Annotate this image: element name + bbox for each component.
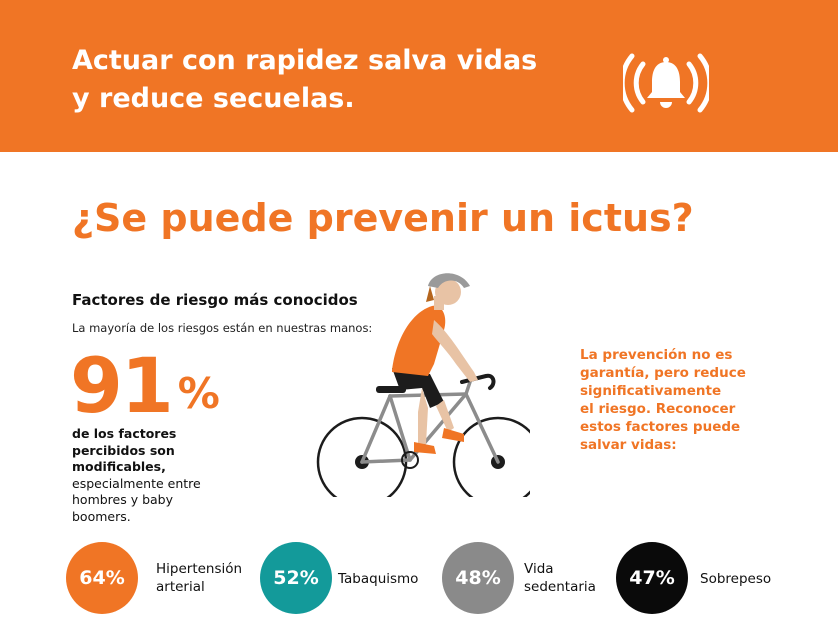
stat-label: Hipertensión arterial bbox=[156, 560, 242, 596]
stat-circle: 47% bbox=[616, 542, 688, 614]
factor-line-2: percibidos son bbox=[72, 442, 175, 458]
stat-label-line-1: Vida bbox=[524, 561, 554, 577]
banner-title-line-2: y reduce secuelas. bbox=[72, 83, 355, 114]
factor-description: de los factores percibidos son modificab… bbox=[72, 426, 242, 525]
stat-label-line-1: Hipertensión bbox=[156, 561, 243, 577]
stat-label: Vida sedentaria bbox=[524, 560, 596, 596]
prevention-line-3: significativamente bbox=[580, 383, 722, 399]
factor-line-1: de los factores bbox=[72, 426, 177, 441]
factor-line-3: modificables, bbox=[72, 459, 166, 474]
stat-sedentary: 48% Vida sedentaria bbox=[442, 542, 612, 614]
risk-heading: Factores de riesgo más conocidos bbox=[72, 291, 358, 309]
stat-circle: 48% bbox=[442, 542, 514, 614]
big-number-percent: % bbox=[177, 369, 220, 418]
prevention-line-5: estos factores puede bbox=[580, 419, 741, 435]
stat-circle: 52% bbox=[260, 542, 332, 614]
page-title: ¿Se puede prevenir un ictus? bbox=[72, 196, 694, 240]
factor-line-6: boomers. bbox=[72, 508, 131, 524]
big-percentage: 91% bbox=[70, 346, 220, 447]
header-banner: Actuar con rapidez salva vidas y reduce … bbox=[0, 0, 838, 152]
rear-wheel bbox=[316, 416, 408, 497]
prevention-callout: La prevención no es garantía, pero reduc… bbox=[580, 346, 780, 454]
stat-overweight: 47% Sobrepeso bbox=[616, 542, 786, 614]
alarm-bell-icon bbox=[623, 53, 709, 113]
banner-title-line-1: Actuar con rapidez salva vidas bbox=[72, 45, 538, 76]
risk-subheading: La mayoría de los riesgos están en nuest… bbox=[72, 321, 373, 335]
prevention-line-2: garantía, pero reduce bbox=[580, 365, 746, 381]
stat-label-line-2: sedentaria bbox=[524, 579, 596, 595]
big-number-value: 91 bbox=[70, 341, 174, 430]
stat-hypertension: 64% Hipertensión arterial bbox=[66, 542, 256, 614]
front-wheel bbox=[452, 416, 530, 497]
banner-title: Actuar con rapidez salva vidas y reduce … bbox=[72, 42, 592, 118]
prevention-line-1: La prevención no es bbox=[580, 347, 733, 363]
stat-circle: 64% bbox=[66, 542, 138, 614]
factor-line-5: hombres y baby bbox=[72, 492, 174, 507]
prevention-line-6: salvar vidas: bbox=[580, 437, 677, 453]
cyclist-illustration bbox=[316, 273, 530, 497]
stat-label: Tabaquismo bbox=[338, 571, 419, 587]
stat-label-line-2: arterial bbox=[156, 579, 205, 595]
factor-line-4: especialmente entre bbox=[72, 475, 201, 491]
stat-label: Sobrepeso bbox=[700, 571, 772, 587]
prevention-line-4: el riesgo. Reconocer bbox=[580, 401, 736, 417]
stat-smoking: 52% Tabaquismo bbox=[260, 542, 430, 614]
